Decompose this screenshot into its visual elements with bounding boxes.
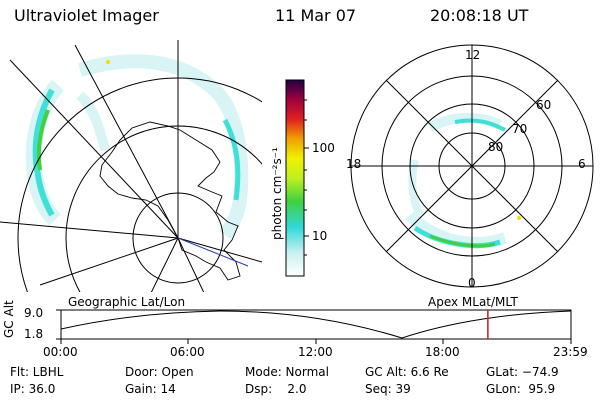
timeline-ytick-max: 9.0: [24, 306, 44, 320]
observation-date: 11 Mar 07: [275, 6, 357, 25]
colorbar: [285, 79, 309, 277]
param-dsp: Dsp: 2.0: [245, 382, 307, 396]
geographic-map: [0, 40, 262, 292]
mlt-tick-12: 12: [465, 48, 481, 62]
param-glon: GLon: 95.9: [486, 382, 556, 396]
colorbar-tick-10: 10: [312, 229, 328, 243]
mlat-tick-70: 70: [512, 122, 528, 136]
colorbar-unit-label: photon cm⁻²s⁻¹: [270, 147, 284, 240]
param-glat: GLat: −74.9: [486, 365, 559, 379]
timeline-xtick: 18:00: [425, 345, 460, 359]
nadir-vector: [177, 237, 249, 267]
colorbar-tick-100: 100: [312, 141, 335, 155]
param-seq: Seq: 39: [365, 382, 411, 396]
coastline: [99, 121, 241, 281]
timeline-ylabel: GC Alt: [2, 300, 16, 338]
aurora-emission-mlt: [405, 112, 521, 249]
param-ip: IP: 36.0: [10, 382, 56, 396]
param-filter: Flt: LBHL: [10, 365, 64, 379]
geo-grid: [0, 40, 262, 292]
mlat-tick-60: 60: [536, 98, 552, 112]
instrument-title: Ultraviolet Imager: [14, 6, 159, 25]
aurora-emission-geo: [25, 54, 249, 240]
mlt-tick-0: 0: [468, 276, 476, 290]
timeline-plot: [56, 309, 572, 344]
timeline-xtick: 12:00: [298, 345, 333, 359]
apex-panel-label: Apex MLat/MLT: [428, 295, 518, 309]
param-gain: Gain: 14: [125, 382, 176, 396]
timeline-xtick: 23:59: [553, 345, 588, 359]
mlat-mlt-plot: [350, 44, 594, 288]
param-door: Door: Open: [125, 365, 194, 379]
geographic-panel-label: Geographic Lat/Lon: [68, 295, 186, 309]
param-mode: Mode: Normal: [245, 365, 329, 379]
timeline-xtick: 00:00: [43, 345, 78, 359]
altitude-curve: [60, 310, 572, 339]
timeline-xtick: 06:00: [170, 345, 205, 359]
mlt-tick-18: 18: [346, 157, 362, 171]
mlat-tick-80: 80: [488, 140, 504, 154]
timeline-ytick-min: 1.8: [24, 327, 44, 341]
param-gc-alt: GC Alt: 6.6 Re: [365, 365, 449, 379]
mlt-tick-6: 6: [578, 157, 586, 171]
observation-time: 20:08:18 UT: [430, 6, 529, 25]
